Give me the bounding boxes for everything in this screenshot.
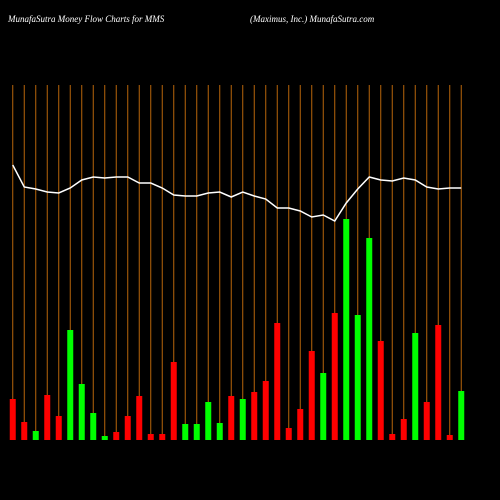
bar [228,396,235,440]
bar [216,423,223,440]
bar [205,402,212,440]
bar [446,435,453,440]
bar [193,424,200,440]
bar [262,381,269,440]
bar [90,413,97,440]
bar [435,325,442,440]
bar [320,373,327,440]
bar [412,333,419,440]
bar [9,399,16,440]
bar [377,341,384,440]
bar [124,416,131,440]
bar [67,330,74,440]
bar [458,391,465,440]
money-flow-line [12,164,462,222]
bar [251,392,258,440]
bar [78,384,85,440]
bar [343,219,350,440]
bar [354,315,361,440]
bar [389,434,396,440]
bar [101,436,108,440]
chart-subtitle: (Maximus, Inc.) MunafaSutra.com [250,14,375,24]
bar [182,424,189,440]
bar [55,416,62,440]
bar [170,362,177,440]
bar [239,399,246,440]
bar [308,351,315,440]
bar [136,396,143,440]
bar [21,422,28,440]
bar [400,419,407,440]
bar [423,402,430,440]
bar [147,434,154,440]
bar [297,409,304,440]
bar [113,432,120,440]
chart-title: MunafaSutra Money Flow Charts for MMS [7,14,165,24]
bar [274,323,281,440]
bar [285,428,292,440]
bar [331,313,338,440]
bar [44,395,51,440]
bar [32,431,39,440]
bar [366,238,373,440]
bar [159,434,166,440]
